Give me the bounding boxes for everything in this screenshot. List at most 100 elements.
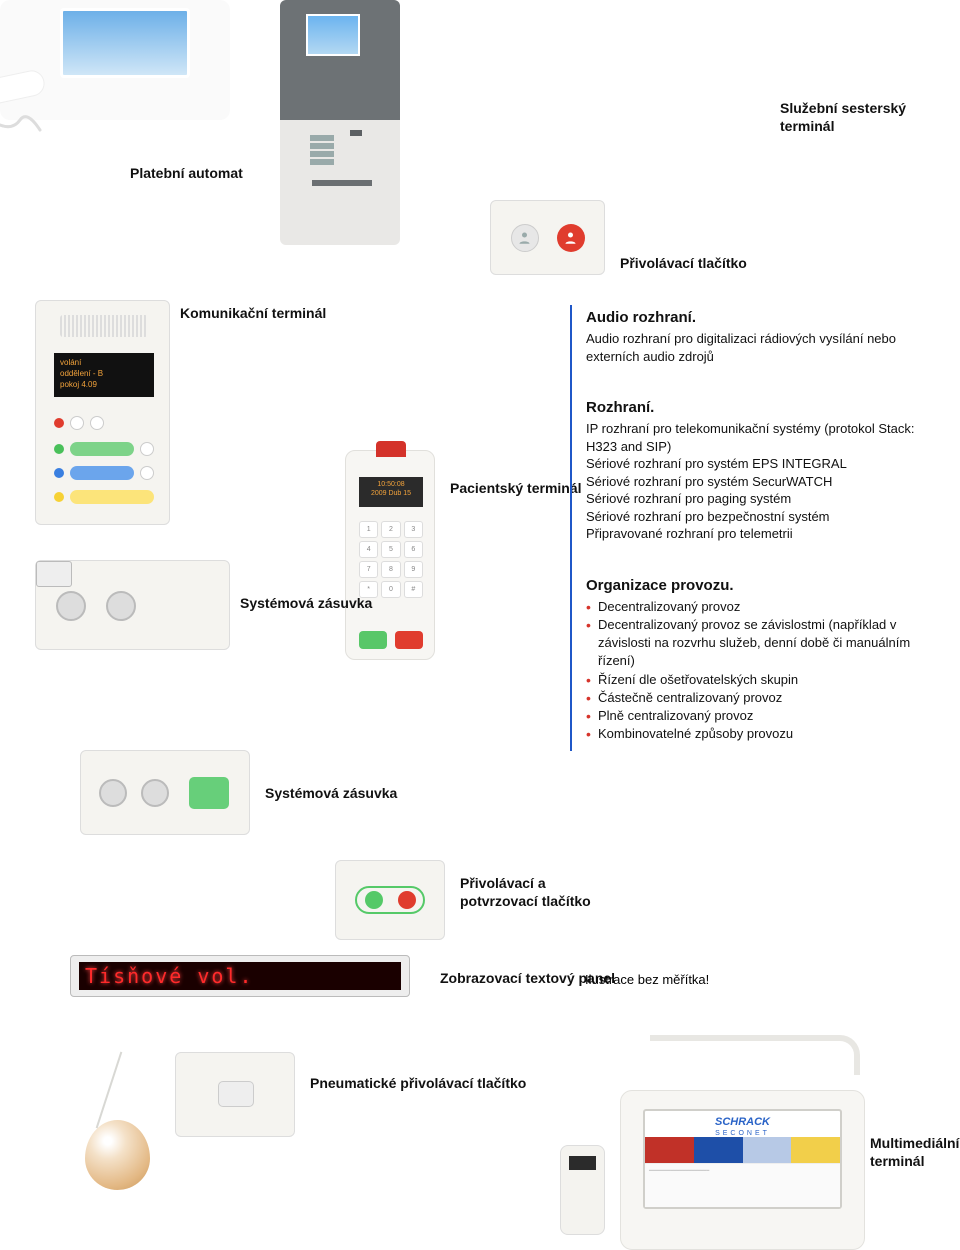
illustration-note: Ilustrace bez měřítka! [585, 972, 709, 987]
nurse-terminal-label: Služební sesterský terminál [780, 100, 960, 135]
keypad-key: 2 [381, 521, 400, 538]
info-column: Audio rozhraní. Audio rozhraní pro digit… [570, 305, 920, 751]
confirm-green-icon [365, 891, 383, 909]
comm-display-line2: oddělení - B [60, 369, 148, 380]
org-title: Organizace provozu. [586, 577, 920, 594]
org-item: Decentralizovaný provoz se závislostmi (… [586, 616, 920, 671]
nurse-terminal [0, 0, 230, 120]
keypad-key: 0 [381, 581, 400, 598]
comm-display-line1: volání [60, 358, 148, 369]
multimedia-arm [650, 1035, 860, 1075]
person-icon [90, 416, 104, 430]
org-list: Decentralizovaný provoz Decentralizovaný… [586, 598, 920, 744]
iface-line: Sériové rozhraní pro paging systém [586, 490, 920, 508]
call-button-panel [490, 200, 605, 275]
person-icon [517, 230, 532, 245]
patient-terminal-label: Pacientský terminál [450, 480, 582, 498]
led-text-panel: Tísňové vol. [70, 955, 410, 997]
system-socket-1 [35, 560, 230, 650]
comm-display: volání oddělení - B pokoj 4.09 [54, 353, 154, 397]
pneumatic-port [218, 1081, 254, 1107]
system-socket-1-label: Systémová zásuvka [240, 595, 372, 613]
payment-kiosk [280, 0, 400, 245]
person-icon [563, 230, 578, 245]
kiosk-keypad [310, 135, 334, 167]
keypad-key: # [404, 581, 423, 598]
comm-row-green [54, 439, 154, 459]
patient-keypad: 1 2 3 4 5 6 7 8 9 * 0 # [359, 521, 423, 598]
system-socket-2-label: Systémová zásuvka [265, 785, 397, 803]
multimedia-handset [560, 1145, 605, 1235]
comm-display-line3: pokoj 4.09 [60, 380, 148, 391]
patient-display: 10:50:08 2009 Dub 15 [359, 477, 423, 507]
iface-line: IP rozhraní pro telekomunikační systémy … [586, 420, 920, 455]
call-button-label: Přivolávací tlačítko [620, 255, 747, 273]
audio-body: Audio rozhraní pro digitalizaci rádiovýc… [586, 330, 920, 365]
brand-sub: SECONET [645, 1130, 840, 1137]
kiosk-card-slot [312, 180, 372, 186]
org-item: Decentralizovaný provoz [586, 598, 920, 616]
plus-icon [140, 442, 154, 456]
speaker-grille [60, 315, 148, 337]
keypad-key: 8 [381, 561, 400, 578]
keypad-key: 6 [404, 541, 423, 558]
handset-display [569, 1156, 596, 1170]
confirm-red-icon [398, 891, 416, 909]
kiosk-coin-slot [350, 130, 362, 136]
patient-display-line1: 10:50:08 [363, 480, 419, 489]
iface-line: Sériové rozhraní pro systém EPS INTEGRAL [586, 455, 920, 473]
keypad-key: 9 [404, 561, 423, 578]
socket-port [141, 779, 169, 807]
comm-row-blue [54, 463, 154, 483]
multimedia-strip [645, 1137, 840, 1163]
socket-port [106, 591, 136, 621]
kiosk-screen [306, 14, 360, 56]
keypad-key: 5 [381, 541, 400, 558]
keypad-key: 3 [404, 521, 423, 538]
presence-button [189, 777, 229, 809]
communication-terminal: volání oddělení - B pokoj 4.09 [35, 300, 170, 525]
socket-port [56, 591, 86, 621]
patient-terminal-clip [376, 441, 406, 457]
pneumatic-bulb [85, 1120, 150, 1190]
confirm-button-label: Přivolávací a potvrzovací tlačítko [460, 875, 591, 910]
walk-icon [70, 416, 84, 430]
system-socket-2 [80, 750, 250, 835]
medical-icon [140, 466, 154, 480]
org-item: Kombinovatelné způsoby provozu [586, 725, 920, 743]
call-icon-button [557, 224, 585, 252]
rj-port [36, 561, 72, 587]
org-item: Řízení dle ošetřovatelských skupin [586, 671, 920, 689]
led-text: Tísňové vol. [79, 962, 401, 990]
socket-port [99, 779, 127, 807]
phone-cord-icon [0, 95, 45, 135]
accept-button [359, 631, 387, 649]
keypad-key: 7 [359, 561, 378, 578]
multimedia-label: Multimediální terminál [870, 1135, 950, 1170]
iface-line: Sériové rozhraní pro systém SecurWATCH [586, 473, 920, 491]
multimedia-terminal: SCHRACK SECONET ━━━━━━━━━━━━━━━━━━━━ [620, 1090, 865, 1250]
multimedia-screen: SCHRACK SECONET ━━━━━━━━━━━━━━━━━━━━ [643, 1109, 842, 1209]
comm-row-yellow [54, 487, 154, 507]
iface-title: Rozhraní. [586, 399, 920, 416]
confirm-button-panel [335, 860, 445, 940]
patient-display-line2: 2009 Dub 15 [363, 489, 419, 498]
patient-terminal: 10:50:08 2009 Dub 15 1 2 3 4 5 6 7 8 9 *… [345, 450, 435, 660]
keypad-key: 1 [359, 521, 378, 538]
iface-line: Sériové rozhraní pro bezpečnostní systém [586, 508, 920, 526]
communication-terminal-label: Komunikační terminál [180, 305, 326, 323]
keypad-key: 4 [359, 541, 378, 558]
iface-line: Připravované rozhraní pro telemetrii [586, 525, 920, 543]
audio-title: Audio rozhraní. [586, 309, 920, 326]
org-item: Částečně centralizovaný provoz [586, 689, 920, 707]
nurse-terminal-screen [60, 8, 190, 78]
nurse-icon-button [511, 224, 539, 252]
call-button [395, 631, 423, 649]
comm-row-red [54, 413, 154, 433]
org-item: Plně centralizovaný provoz [586, 707, 920, 725]
pneumatic-label: Pneumatické přivolávací tlačítko [310, 1075, 526, 1093]
payment-kiosk-label: Platební automat [130, 165, 243, 183]
confirm-inner [355, 886, 425, 914]
patient-bottom-buttons [359, 631, 423, 649]
pneumatic-tube [96, 1052, 123, 1129]
